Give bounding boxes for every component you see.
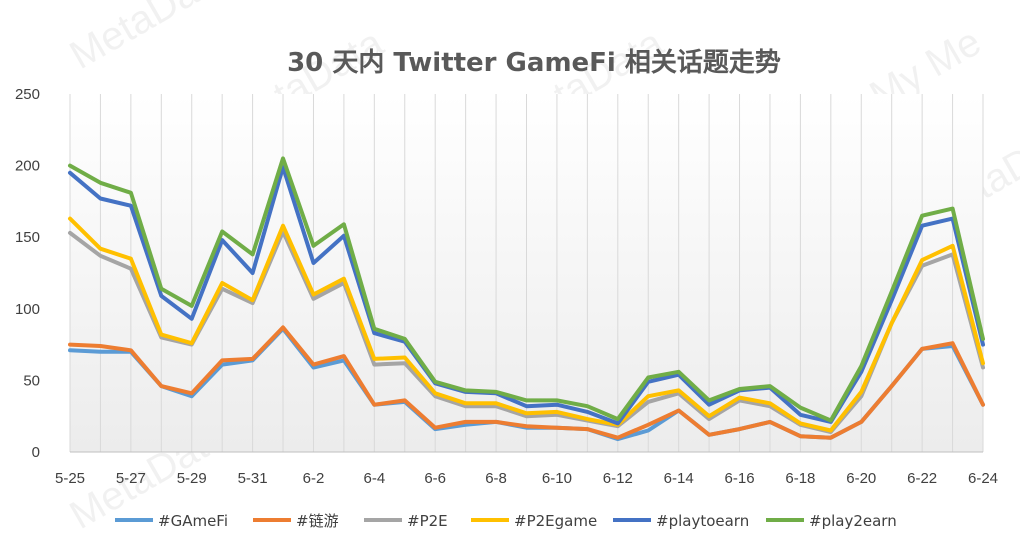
y-tick-label: 100 — [15, 301, 40, 318]
x-tick-label: 6-8 — [485, 470, 507, 487]
series-line-p2egame — [68, 216, 985, 433]
x-tick-label: 6-18 — [785, 470, 815, 487]
x-tick-label: 6-16 — [725, 470, 755, 487]
x-tick-label: 6-24 — [968, 470, 998, 487]
x-tick-label: 6-14 — [664, 470, 694, 487]
legend-label: #playtoearn — [656, 512, 749, 530]
x-tick-label: 5-31 — [238, 470, 268, 487]
y-tick-label: 250 — [15, 86, 40, 103]
x-tick-label: 6-20 — [846, 470, 876, 487]
legend-label: #play2earn — [809, 512, 897, 530]
legend: #GAmeFi #链游 #P2E #P2Egame #playtoearn #play2e… — [115, 512, 897, 530]
x-axis-tick-labels: 5-25 5-27 5-29 5-31 6-2 6-4 6-6 6-8 6-10 6-12 6-14… — [55, 470, 998, 487]
x-tick-label: 6-2 — [303, 470, 325, 487]
y-tick-label: 200 — [15, 158, 40, 175]
legend-label: #P2E — [407, 512, 448, 530]
x-tick-label: 6-12 — [603, 470, 633, 487]
y-tick-label: 50 — [23, 372, 40, 389]
y-tick-label: 150 — [15, 229, 40, 246]
y-axis-tick-labels: 0 50 100 150 200 250 — [15, 86, 40, 461]
x-tick-label: 6-22 — [907, 470, 937, 487]
x-tick-label: 5-25 — [55, 470, 85, 487]
legend-label: #P2Egame — [514, 512, 597, 530]
x-tick-label: 5-29 — [177, 470, 207, 487]
x-tick-label: 6-6 — [424, 470, 446, 487]
x-tick-label: 6-4 — [363, 470, 385, 487]
x-tick-label: 5-27 — [116, 470, 146, 487]
svg-text:MetaData: MetaData — [63, 0, 236, 78]
legend-label: #链游 — [296, 512, 339, 530]
x-tick-label: 6-10 — [542, 470, 572, 487]
series-lines — [68, 156, 985, 442]
series-line- — [68, 325, 985, 440]
series-line-play2earn — [68, 156, 985, 423]
legend-label: #GAmeFi — [158, 512, 228, 530]
chart-title: 30 天内 Twitter GameFi 相关话题走势 — [287, 48, 781, 78]
y-tick-label: 0 — [32, 444, 40, 461]
